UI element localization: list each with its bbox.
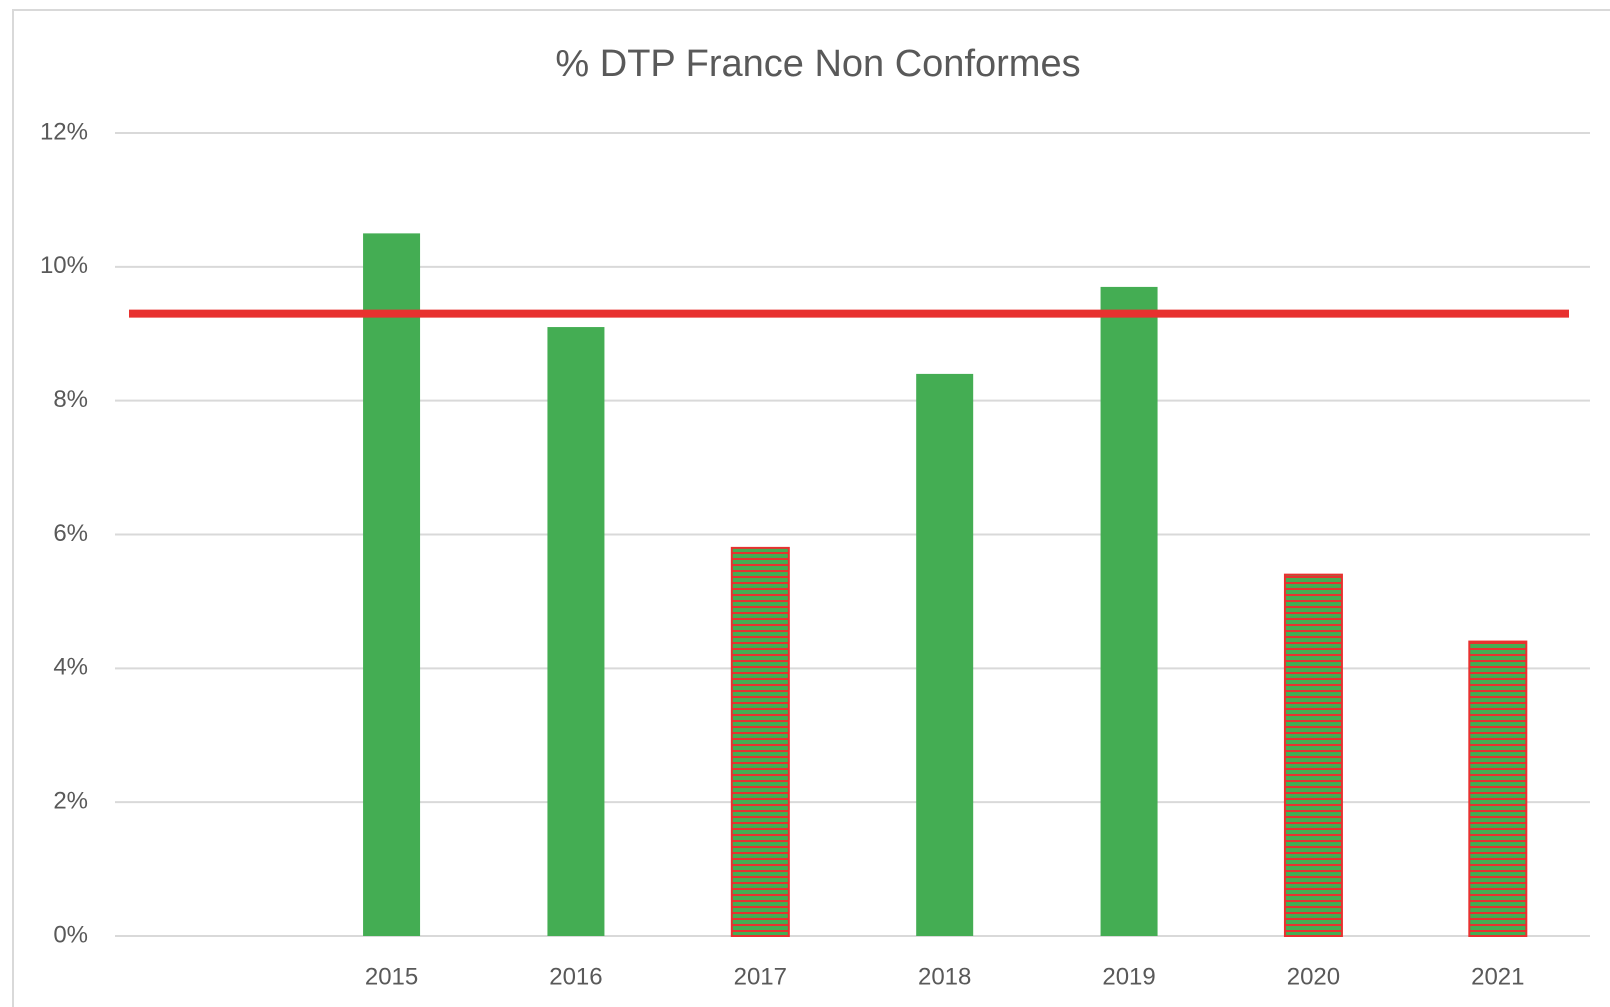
x-tick-label: 2017 bbox=[734, 963, 787, 990]
x-tick-label: 2019 bbox=[1102, 963, 1155, 990]
x-tick-label: 2020 bbox=[1287, 963, 1340, 990]
x-tick-label: 2018 bbox=[918, 963, 971, 990]
x-tick-label: 2015 bbox=[365, 963, 418, 990]
bar bbox=[1283, 573, 1343, 938]
bar bbox=[1468, 640, 1528, 937]
y-tick-label: 8% bbox=[53, 386, 88, 413]
x-tick-label: 2021 bbox=[1471, 963, 1524, 990]
bar bbox=[363, 233, 421, 936]
chart-title: % DTP France Non Conformes bbox=[555, 43, 1080, 85]
x-tick-label: 2016 bbox=[549, 963, 602, 990]
bar bbox=[1100, 286, 1158, 936]
y-tick-label: 2% bbox=[53, 788, 88, 815]
chart-frame bbox=[12, 9, 1610, 1007]
bar bbox=[547, 327, 605, 936]
y-tick-label: 12% bbox=[40, 118, 88, 145]
y-tick-label: 6% bbox=[53, 520, 88, 547]
y-tick-label: 0% bbox=[53, 921, 88, 948]
y-tick-label: 10% bbox=[40, 252, 88, 279]
bar bbox=[916, 373, 974, 936]
y-tick-label: 4% bbox=[53, 654, 88, 681]
bar bbox=[730, 546, 790, 938]
